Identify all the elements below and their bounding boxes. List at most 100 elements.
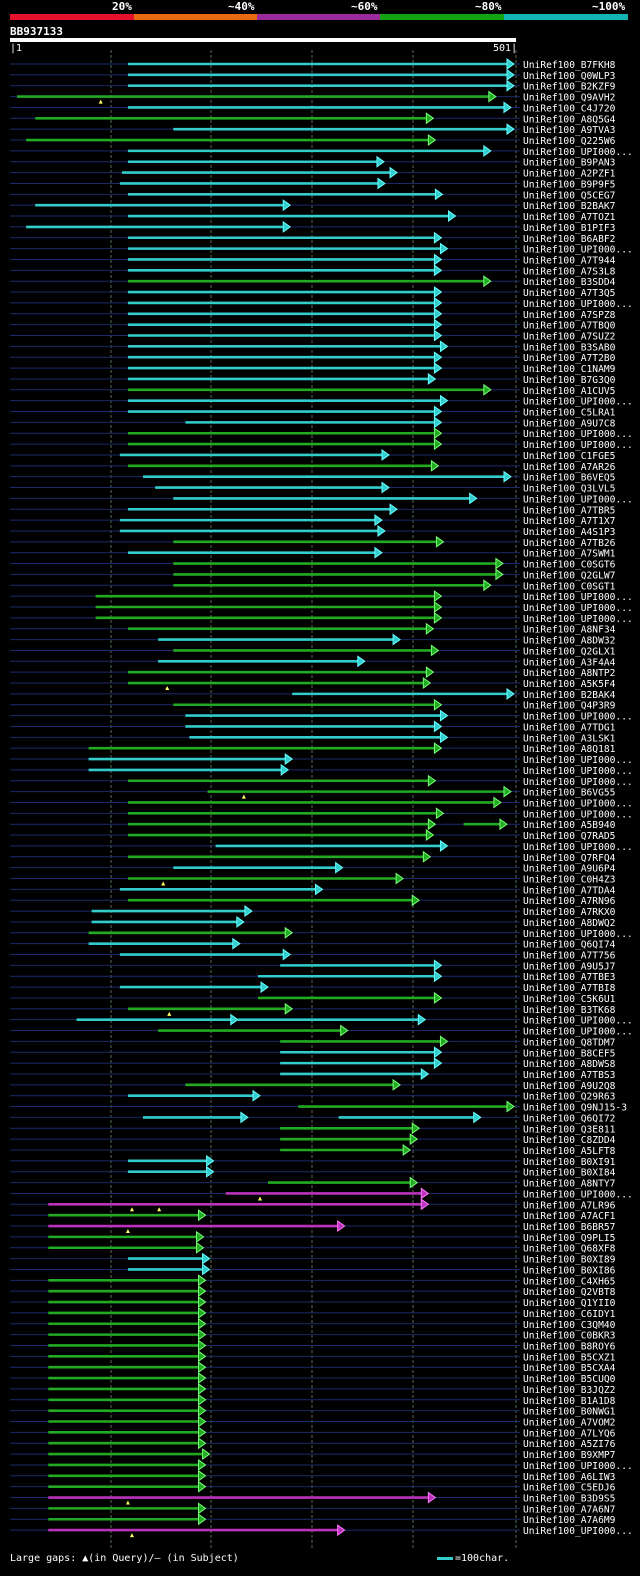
- hit-row[interactable]: UniRef100_C3QM40: [10, 1317, 616, 1331]
- hit-label[interactable]: UniRef100_A7T944: [523, 255, 616, 266]
- hit-row[interactable]: UniRef100_A4S1P3: [10, 525, 616, 538]
- hit-label[interactable]: UniRef100_A7A6N7: [523, 1504, 616, 1515]
- hit-row[interactable]: UniRef100_UPI000...: [10, 774, 633, 788]
- hit-label[interactable]: UniRef100_A4S1P3: [523, 527, 616, 538]
- hit-label[interactable]: UniRef100_Q9NJ15-3: [523, 1103, 627, 1114]
- hit-label[interactable]: UniRef100_Q3E811: [523, 1124, 616, 1135]
- hit-row[interactable]: UniRef100_B9XMP7: [10, 1448, 616, 1461]
- hit-row[interactable]: UniRef100_A9U7C8: [10, 416, 616, 429]
- hit-label[interactable]: UniRef100_Q9PLI5: [523, 1233, 615, 1244]
- hit-row[interactable]: UniRef100_B3SAB0: [10, 340, 616, 353]
- hit-label[interactable]: UniRef100_UPI000...: [523, 1016, 633, 1027]
- hit-label[interactable]: UniRef100_UPI000...: [523, 766, 633, 777]
- hit-label[interactable]: UniRef100_Q2VBT8: [523, 1287, 616, 1298]
- hit-row[interactable]: UniRef100_B1A1D8: [10, 1393, 616, 1407]
- hit-row[interactable]: UniRef100_A5K5F4: [10, 677, 616, 691]
- hit-row[interactable]: UniRef100_B3JQZ2: [10, 1382, 615, 1396]
- hit-label[interactable]: UniRef100_UPI000...: [523, 245, 633, 256]
- hit-row[interactable]: UniRef100_B1PIF3: [10, 220, 616, 234]
- hit-label[interactable]: UniRef100_A7A6M9: [523, 1515, 616, 1526]
- hit-row[interactable]: UniRef100_B2KZF9: [10, 79, 616, 93]
- hit-label[interactable]: UniRef100_A8Q181: [523, 744, 616, 755]
- hit-row[interactable]: UniRef100_A7TBI8: [10, 981, 616, 994]
- hit-row[interactable]: UniRef100_A7A6M9: [10, 1513, 616, 1526]
- hit-row[interactable]: UniRef100_A5B940: [10, 818, 616, 831]
- hit-row[interactable]: UniRef100_B8CEF5: [10, 1046, 615, 1059]
- hit-label[interactable]: UniRef100_A8DW32: [523, 636, 615, 647]
- hit-label[interactable]: UniRef100_B9P9F5: [523, 179, 615, 190]
- hit-label[interactable]: UniRef100_B3TK68: [523, 1005, 616, 1016]
- hit-label[interactable]: UniRef100_UPI000...: [523, 614, 633, 625]
- hit-row[interactable]: UniRef100_C8ZDD4: [10, 1133, 616, 1146]
- hit-label[interactable]: UniRef100_A7SUZ2: [523, 332, 615, 343]
- hit-label[interactable]: UniRef100_Q29R63: [523, 1092, 616, 1103]
- hit-label[interactable]: UniRef100_A6LIW3: [523, 1472, 616, 1483]
- hit-row[interactable]: UniRef100_Q9PLI5: [10, 1230, 615, 1244]
- hit-label[interactable]: UniRef100_B8ROY6: [523, 1341, 616, 1352]
- hit-label[interactable]: UniRef100_C8ZDD4: [523, 1135, 616, 1146]
- hit-label[interactable]: UniRef100_B0XI89: [523, 1255, 616, 1266]
- hit-row[interactable]: UniRef100_UPI000...: [10, 394, 633, 408]
- hit-row[interactable]: UniRef100_A9TVA3: [10, 123, 616, 136]
- hit-label[interactable]: UniRef100_B6VG55: [523, 788, 615, 799]
- hit-label[interactable]: UniRef100_UPI000...: [523, 440, 633, 451]
- hit-label[interactable]: UniRef100_UPI000...: [523, 842, 633, 853]
- hit-row[interactable]: UniRef100_C0SGT1: [10, 579, 616, 592]
- hit-label[interactable]: UniRef100_B2BAK7: [523, 201, 616, 212]
- hit-label[interactable]: UniRef100_C0H4Z3: [523, 875, 616, 886]
- hit-label[interactable]: UniRef100_B7G3Q0: [523, 375, 616, 386]
- hit-label[interactable]: UniRef100_Q68XF8: [523, 1244, 616, 1255]
- hit-label[interactable]: UniRef100_Q2GLW7: [523, 570, 616, 581]
- hit-row[interactable]: UniRef100_A7TDG1: [10, 720, 616, 733]
- hit-row[interactable]: UniRef100_Q29R63: [10, 1089, 616, 1103]
- hit-row[interactable]: UniRef100_A8NTP2: [10, 666, 615, 679]
- hit-row[interactable]: UniRef100_UPI000...: [10, 1524, 633, 1538]
- hit-row[interactable]: UniRef100_UPI000...: [10, 1013, 633, 1027]
- hit-row[interactable]: UniRef100_Q3E811: [10, 1122, 616, 1135]
- hit-row[interactable]: UniRef100_C0H4Z3: [10, 872, 616, 886]
- hit-label[interactable]: UniRef100_A7ACF1: [523, 1211, 616, 1222]
- hit-label[interactable]: UniRef100_B0XI84: [523, 1168, 616, 1179]
- hit-row[interactable]: UniRef100_B6ABF2: [10, 231, 615, 245]
- hit-label[interactable]: UniRef100_B6BR57: [523, 1222, 616, 1233]
- hit-label[interactable]: UniRef100_UPI000...: [523, 494, 633, 505]
- hit-label[interactable]: UniRef100_A7AR26: [523, 462, 616, 473]
- hit-label[interactable]: UniRef100_A9U7C8: [523, 418, 616, 429]
- hit-label[interactable]: UniRef100_C4XH65: [523, 1276, 615, 1287]
- hit-label[interactable]: UniRef100_Q5CEG7: [523, 190, 616, 201]
- hit-label[interactable]: UniRef100_B9PAN3: [523, 158, 616, 169]
- hit-label[interactable]: UniRef100_UPI000...: [523, 929, 633, 940]
- hit-row[interactable]: UniRef100_Q9NJ15-3: [10, 1100, 627, 1114]
- hit-label[interactable]: UniRef100_A7VOM2: [523, 1418, 615, 1429]
- hit-row[interactable]: UniRef100_UPI000...: [10, 492, 633, 505]
- hit-row[interactable]: UniRef100_B0XI86: [10, 1263, 616, 1276]
- hit-label[interactable]: UniRef100_B0NWG1: [523, 1407, 616, 1418]
- hit-label[interactable]: UniRef100_A7TDG1: [523, 722, 616, 733]
- hit-label[interactable]: UniRef100_A5ZI76: [523, 1439, 616, 1450]
- hit-label[interactable]: UniRef100_UPI000...: [523, 429, 633, 440]
- hit-label[interactable]: UniRef100_A9U5J7: [523, 961, 616, 972]
- hit-label[interactable]: UniRef100_A7T756: [523, 951, 616, 962]
- hit-label[interactable]: UniRef100_Q6QI72: [523, 1113, 615, 1124]
- hit-row[interactable]: UniRef100_UPI000...: [10, 144, 633, 158]
- hit-row[interactable]: UniRef100_UPI000...: [10, 427, 633, 440]
- hit-label[interactable]: UniRef100_A7T2B0: [523, 353, 616, 364]
- hit-row[interactable]: UniRef100_C5K6U1: [10, 991, 616, 1005]
- hit-row[interactable]: UniRef100_A7TBS3: [10, 1068, 616, 1081]
- hit-row[interactable]: UniRef100_A8NF34: [10, 622, 616, 636]
- hit-label[interactable]: UniRef100_A7TBR5: [523, 505, 615, 516]
- hit-label[interactable]: UniRef100_UPI000...: [523, 397, 633, 408]
- hit-row[interactable]: UniRef100_A7TBE3: [10, 970, 616, 983]
- hit-row[interactable]: UniRef100_C1NAM9: [10, 362, 616, 375]
- hit-row[interactable]: UniRef100_C0SGT6: [10, 557, 616, 571]
- hit-row[interactable]: UniRef100_A7LYQ6: [10, 1426, 616, 1439]
- hit-row[interactable]: UniRef100_A7LR96: [10, 1198, 616, 1212]
- hit-row[interactable]: UniRef100_UPI000...: [10, 1458, 633, 1472]
- hit-row[interactable]: UniRef100_B2BAK7: [10, 199, 616, 212]
- hit-row[interactable]: UniRef100_C5EDJ6: [10, 1480, 616, 1494]
- hit-label[interactable]: UniRef100_B5CUQ0: [523, 1374, 616, 1385]
- hit-row[interactable]: UniRef100_A7T1X7: [10, 514, 616, 527]
- hit-label[interactable]: UniRef100_C1NAM9: [523, 364, 616, 375]
- hit-row[interactable]: UniRef100_A7RKX0: [10, 905, 616, 918]
- hit-label[interactable]: UniRef100_A8DWQ2: [523, 918, 615, 929]
